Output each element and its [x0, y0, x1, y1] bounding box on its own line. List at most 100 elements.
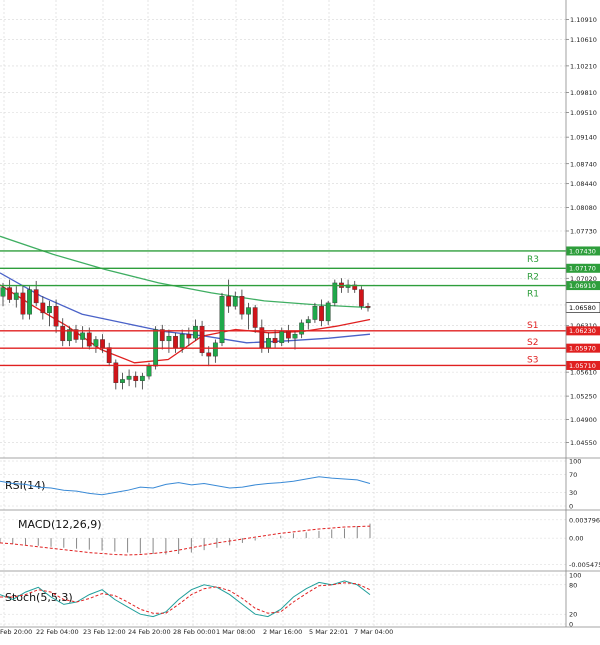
price-tick-label: 1.05250: [570, 393, 597, 401]
bull-candle: [325, 302, 331, 322]
indicator-tick-label: 20: [569, 611, 577, 619]
indicator-tick-label: -0.005475: [569, 561, 600, 569]
indicator-tick-label: 30: [569, 489, 577, 497]
level-name-r3: R3: [527, 255, 539, 265]
bear-candle: [113, 362, 119, 383]
bear-candle: [86, 332, 92, 347]
bull-candle: [246, 307, 251, 315]
bear-candle: [159, 329, 165, 342]
price-tick-label: 1.08740: [570, 160, 597, 168]
bull-candle: [146, 365, 152, 377]
current-price-marker: 1.06580: [565, 302, 600, 313]
price-tick-label: 1.08080: [570, 204, 597, 212]
bull-candle: [80, 332, 86, 340]
bear-candle: [173, 335, 178, 348]
bull-candle: [0, 287, 6, 297]
indicator-tick-label: 80: [569, 581, 577, 589]
level-price-box: [566, 263, 600, 273]
price-tick-label: 1.08440: [570, 180, 597, 188]
bear-candle: [272, 337, 278, 344]
time-tick-label: 5 Mar 22:01: [309, 628, 348, 636]
bull-candle: [232, 296, 238, 307]
indicator-line-main: [0, 580, 371, 618]
indicator-tick-label: 0: [569, 621, 573, 629]
bear-candle: [199, 325, 205, 354]
level-price-box: [566, 281, 600, 291]
bull-candle: [93, 339, 99, 347]
price-tick-label: 1.09510: [570, 109, 597, 117]
bull-candle: [266, 337, 271, 348]
level-price-box: [566, 326, 600, 336]
level-name-s3: S3: [527, 355, 538, 365]
level-price-label: 1.06910: [569, 282, 596, 290]
time-tick-label: 7 Mar 04:00: [354, 628, 393, 636]
price-tick-label: 1.06310: [570, 322, 597, 330]
bull-candle: [120, 379, 125, 383]
bear-candle: [206, 352, 212, 357]
bear-candle: [365, 306, 371, 308]
bear-candle: [358, 289, 364, 307]
bull-candle: [193, 325, 198, 339]
rsi-panel: RSI(14) 100 70 30 0: [0, 458, 581, 511]
bull-candle: [166, 335, 172, 342]
bear-candle: [239, 296, 245, 315]
candles: [0, 278, 371, 390]
ma-mid-line: [0, 272, 371, 344]
level-price-box: [566, 360, 600, 370]
indicator-line-signal: [0, 525, 371, 556]
bear-candle: [106, 347, 112, 364]
level-name-r1: R1: [527, 290, 539, 300]
level-price-label: 1.06230: [569, 327, 596, 335]
level-name-r2: R2: [527, 272, 539, 282]
bull-candle: [13, 292, 19, 300]
bear-candle: [60, 325, 66, 342]
bear-candle: [73, 329, 79, 340]
price-tick-label: 1.04900: [570, 416, 597, 424]
current-price-label: 1.06580: [569, 304, 596, 312]
ma-slow-line: [0, 235, 371, 309]
bull-candle: [27, 289, 32, 315]
time-tick-label: 22 Feb 04:00: [36, 628, 79, 636]
price-tick-label: 1.04550: [570, 439, 597, 447]
macd-panel: MACD(12,26,9) 0.003796 0.00 -0.005475: [0, 516, 600, 569]
bull-candle: [292, 333, 298, 339]
bull-candle: [312, 306, 318, 320]
bear-candle: [7, 287, 13, 300]
price-tick-label: 1.09140: [570, 134, 597, 142]
bull-candle: [126, 375, 132, 380]
bear-candle: [53, 306, 59, 327]
price-tick-label: 1.10610: [570, 36, 597, 44]
bear-candle: [285, 331, 291, 339]
bear-candle: [20, 292, 26, 315]
indicator-tick-label: 0.00: [569, 535, 583, 543]
bull-candle: [279, 331, 285, 344]
time-tick-label: 2 Mar 16:00: [263, 628, 302, 636]
bear-candle: [100, 339, 105, 348]
bear-candle: [40, 302, 46, 314]
price-tick-label: 1.05610: [570, 369, 597, 377]
level-name-s2: S2: [527, 338, 538, 348]
level-price-label: 1.07430: [569, 247, 596, 255]
bull-candle: [332, 282, 338, 304]
level-price-label: 1.05970: [569, 344, 596, 352]
price-tick-label: 1.07020: [570, 275, 597, 283]
time-tick-label: 28 Feb 00:00: [173, 628, 216, 636]
indicator-tick-label: 100: [569, 572, 581, 580]
level-price-label: 1.07170: [569, 265, 596, 273]
bull-candle: [212, 342, 218, 357]
time-tick-label: 23 Feb 12:00: [83, 628, 126, 636]
bear-candle: [226, 296, 232, 307]
indicator-line-rsi: [0, 476, 371, 496]
time-axis: Feb 20:00 22 Feb 04:00 23 Feb 12:00 24 Feb …: [0, 628, 393, 636]
price-tick-label: 1.09810: [570, 89, 597, 97]
bull-candle: [299, 322, 305, 335]
indicator-tick-label: 0: [569, 503, 573, 511]
stoch-title: Stoch(5,5,3): [5, 591, 73, 604]
level-price-label: 1.05710: [569, 362, 596, 370]
indicator-tick-label: 70: [569, 471, 577, 479]
price-tick-label: 1.07730: [570, 227, 597, 235]
time-tick-label: 24 Feb 20:00: [128, 628, 171, 636]
